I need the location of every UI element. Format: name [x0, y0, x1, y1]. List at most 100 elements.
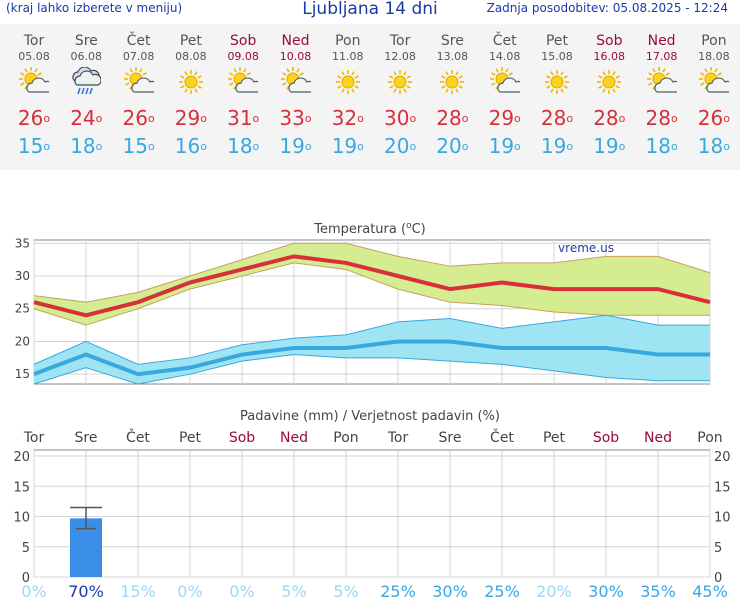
max-temp: 28o	[636, 104, 688, 132]
y-tick-label: 20	[714, 450, 731, 465]
max-temp: 29o	[479, 104, 531, 132]
x-tick-label: Pon	[333, 430, 358, 446]
sun-cloud-icon	[688, 64, 740, 104]
min-temp: 20o	[426, 132, 478, 160]
last-updated: Zadnja posodobitev: 05.08.2025 - 12:24	[487, 1, 728, 15]
day-date: 18.08	[688, 50, 740, 64]
max-temp: 26o	[688, 104, 740, 132]
sun-cloud-icon	[270, 64, 322, 104]
day-date: 11.08	[322, 50, 374, 64]
day-date: 05.08	[8, 50, 60, 64]
y-tick-label: 25	[15, 302, 30, 316]
day-date: 09.08	[217, 50, 269, 64]
day-name: Pet	[531, 33, 583, 50]
min-temp: 16o	[165, 132, 217, 160]
day-name: Sre	[60, 33, 112, 50]
day-date: 08.08	[165, 50, 217, 64]
y-tick-label: 10	[13, 511, 30, 526]
probability-label: 5%	[281, 582, 306, 601]
chart-title: Padavine (mm) / Verjetnost padavin (%)	[240, 409, 500, 424]
day-name: Tor	[8, 33, 60, 50]
x-tick-label: Tor	[387, 430, 409, 446]
day-name: Pet	[165, 33, 217, 50]
day-name: Čet	[113, 33, 165, 50]
y-tick-label: 20	[13, 450, 30, 465]
sun-icon	[322, 64, 374, 104]
day-date: 14.08	[479, 50, 531, 64]
x-tick-label: Sob	[593, 430, 619, 446]
min-temp: 19o	[270, 132, 322, 160]
probability-label: 35%	[640, 582, 676, 601]
max-temp: 24o	[60, 104, 112, 132]
precipitation-chart: Padavine (mm) / Verjetnost padavin (%) To…	[0, 400, 740, 612]
max-temp: 29o	[165, 104, 217, 132]
min-temp: 15o	[8, 132, 60, 160]
y-tick-label: 20	[15, 334, 30, 348]
probability-label: 25%	[380, 582, 416, 601]
header-bar: (kraj lahko izberete v meniju) Ljubljana…	[0, 0, 740, 20]
max-temp: 28o	[583, 104, 635, 132]
min-temp: 18o	[636, 132, 688, 160]
x-tick-label: Sre	[439, 430, 462, 446]
max-temp: 31o	[217, 104, 269, 132]
min-temp: 18o	[217, 132, 269, 160]
y-tick-label: 5	[714, 541, 722, 556]
watermark: vreme.us	[558, 241, 614, 255]
day-name: Sob	[583, 33, 635, 50]
day-name: Ned	[636, 33, 688, 50]
chart-title: Temperatura (oC)	[313, 221, 425, 237]
min-temp: 19o	[531, 132, 583, 160]
max-temp: 33o	[270, 104, 322, 132]
x-tick-label: Sre	[75, 430, 98, 446]
day-date: 07.08	[113, 50, 165, 64]
x-tick-label: Ned	[644, 430, 672, 446]
probability-label: 0%	[229, 582, 254, 601]
probability-label: 30%	[432, 582, 468, 601]
y-tick-label: 15	[714, 480, 731, 495]
day-date: 15.08	[531, 50, 583, 64]
probability-label: 0%	[177, 582, 202, 601]
probability-label: 30%	[588, 582, 624, 601]
min-temp: 18o	[60, 132, 112, 160]
day-name: Sre	[426, 33, 478, 50]
plot-area	[34, 450, 710, 577]
y-tick-label: 10	[714, 511, 731, 526]
day-date: 16.08	[583, 50, 635, 64]
y-tick-label: 30	[15, 269, 30, 283]
day-name: Čet	[479, 33, 531, 50]
max-temp: 28o	[531, 104, 583, 132]
probability-label: 70%	[68, 582, 104, 601]
day-date: 12.08	[374, 50, 426, 64]
sun-cloud-icon	[113, 64, 165, 104]
min-temp: 18o	[688, 132, 740, 160]
y-tick-label: 35	[15, 236, 30, 250]
max-temp: 26o	[8, 104, 60, 132]
sun-icon	[583, 64, 635, 104]
y-tick-label: 5	[22, 541, 30, 556]
min-temp: 19o	[479, 132, 531, 160]
x-tick-label: Pon	[697, 430, 722, 446]
x-tick-label: Tor	[23, 430, 45, 446]
max-temp: 32o	[322, 104, 374, 132]
probability-label: 25%	[484, 582, 520, 601]
sun-icon	[531, 64, 583, 104]
day-date: 06.08	[60, 50, 112, 64]
day-date: 17.08	[636, 50, 688, 64]
sun-cloud-icon	[479, 64, 531, 104]
x-tick-label: Čet	[126, 428, 150, 446]
x-tick-label: Sob	[229, 430, 255, 446]
probability-label: 20%	[536, 582, 572, 601]
max-temp: 28o	[426, 104, 478, 132]
probability-label: 45%	[692, 582, 728, 601]
